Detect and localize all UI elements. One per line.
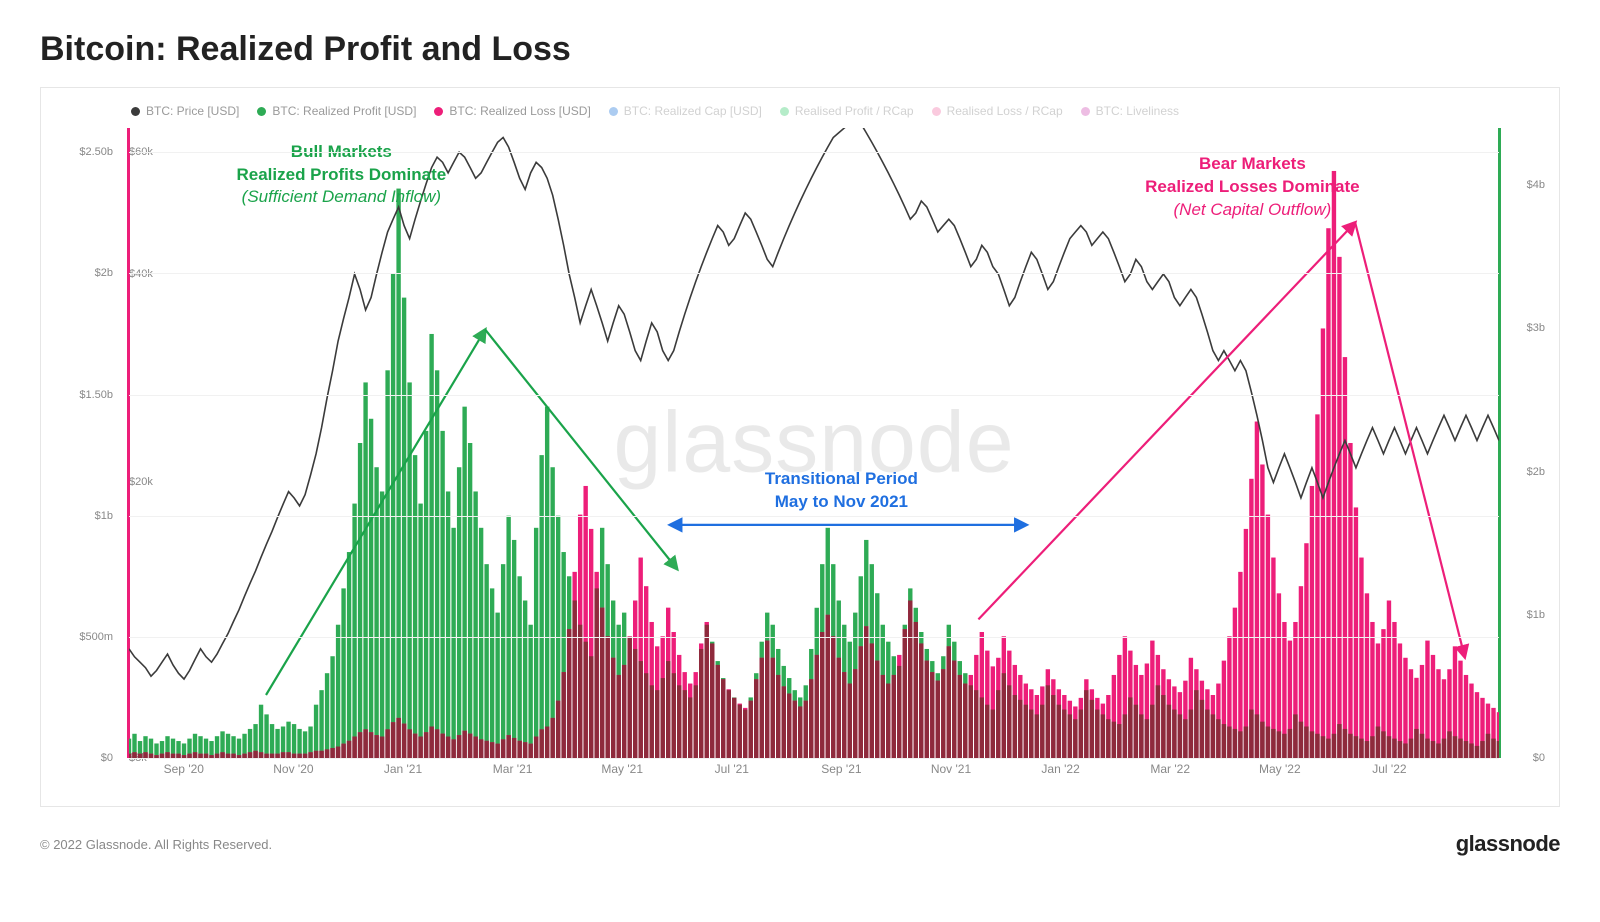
anno-line: Bear Markets: [1145, 153, 1359, 176]
anno-line: May to Nov 2021: [765, 491, 918, 514]
x-tick-label: May '22: [1259, 762, 1301, 776]
plot-area: glassnode Bull MarketsRealized Profits D…: [129, 128, 1499, 758]
footer-copyright: © 2022 Glassnode. All Rights Reserved.: [40, 837, 272, 852]
x-tick-label: Jan '21: [384, 762, 422, 776]
y-right-tick-label: $0: [1505, 752, 1545, 764]
bull-annotation: Bull MarketsRealized Profits Dominate(Su…: [236, 141, 446, 210]
legend-dot-icon: [1081, 107, 1090, 116]
legend-label: BTC: Realized Profit [USD]: [272, 104, 416, 118]
y-axis-right-usd: $0$1b$2b$3b$4b: [1505, 128, 1545, 758]
legend-dot-icon: [932, 107, 941, 116]
y-tick-label: $2.50b: [57, 146, 113, 158]
left-marker-line: [127, 128, 130, 758]
y-tick-label: $0: [57, 752, 113, 764]
anno-line: Realized Profits Dominate: [236, 164, 446, 187]
x-tick-label: Jul '21: [715, 762, 749, 776]
bars-layer: [129, 128, 1499, 758]
y-right-tick-label: $1b: [1505, 609, 1545, 621]
right-marker-line: [1498, 128, 1501, 758]
y-right-tick-label: $2b: [1505, 466, 1545, 478]
x-tick-label: Jan '22: [1041, 762, 1079, 776]
anno-line: Realized Losses Dominate: [1145, 176, 1359, 199]
anno-line: Transitional Period: [765, 468, 918, 491]
legend-label: Realised Profit / RCap: [795, 104, 914, 118]
watermark: glassnode: [613, 394, 1014, 493]
legend-item[interactable]: BTC: Realized Cap [USD]: [609, 104, 762, 118]
y-tick-label: $1b: [57, 510, 113, 522]
legend-label: Realised Loss / RCap: [947, 104, 1063, 118]
chart-frame: BTC: Price [USD] BTC: Realized Profit [US…: [40, 87, 1560, 807]
anno-sub: (Sufficient Demand Inflow): [236, 186, 446, 209]
y-tick-label: $1.50b: [57, 389, 113, 401]
y-right-tick-label: $3b: [1505, 322, 1545, 334]
legend-dot-icon: [257, 107, 266, 116]
y-tick-label: $500m: [57, 631, 113, 643]
legend-item[interactable]: BTC: Price [USD]: [131, 104, 239, 118]
x-tick-label: Sep '21: [821, 762, 861, 776]
x-tick-label: Nov '20: [273, 762, 313, 776]
x-tick-label: Nov '21: [931, 762, 971, 776]
x-axis: Sep '20 Nov '20 Jan '21 Mar '21 May '21 Jul '…: [129, 762, 1499, 792]
x-tick-label: Mar '21: [493, 762, 533, 776]
legend: BTC: Price [USD] BTC: Realized Profit [US…: [61, 100, 1539, 126]
legend-label: BTC: Price [USD]: [146, 104, 239, 118]
legend-label: BTC: Realized Loss [USD]: [449, 104, 590, 118]
legend-dot-icon: [780, 107, 789, 116]
legend-item[interactable]: Realised Loss / RCap: [932, 104, 1063, 118]
legend-item[interactable]: Realised Profit / RCap: [780, 104, 914, 118]
x-tick-label: Mar '22: [1150, 762, 1190, 776]
legend-label: BTC: Realized Cap [USD]: [624, 104, 762, 118]
legend-item[interactable]: BTC: Liveliness: [1081, 104, 1179, 118]
x-tick-label: May '21: [601, 762, 643, 776]
legend-item[interactable]: BTC: Realized Profit [USD]: [257, 104, 416, 118]
legend-label: BTC: Liveliness: [1096, 104, 1179, 118]
x-tick-label: Sep '20: [164, 762, 204, 776]
x-tick-label: Jul '22: [1372, 762, 1406, 776]
legend-dot-icon: [609, 107, 618, 116]
y-tick-label: $2b: [57, 267, 113, 279]
transitional-annotation: Transitional PeriodMay to Nov 2021: [765, 468, 918, 514]
brand-logo: glassnode: [1456, 831, 1560, 857]
anno-sub: (Net Capital Outflow): [1145, 199, 1359, 222]
arrows-layer: [129, 128, 1499, 758]
price-line: [129, 128, 1499, 758]
y-right-tick-label: $4b: [1505, 179, 1545, 191]
legend-dot-icon: [434, 107, 443, 116]
bear-annotation: Bear MarketsRealized Losses Dominate(Net…: [1145, 153, 1359, 222]
legend-dot-icon: [131, 107, 140, 116]
y-axis-left-usd: $0$500m$1b$1.50b$2b$2.50b: [57, 128, 113, 758]
chart-title: Bitcoin: Realized Profit and Loss: [40, 30, 1560, 69]
legend-item[interactable]: BTC: Realized Loss [USD]: [434, 104, 590, 118]
